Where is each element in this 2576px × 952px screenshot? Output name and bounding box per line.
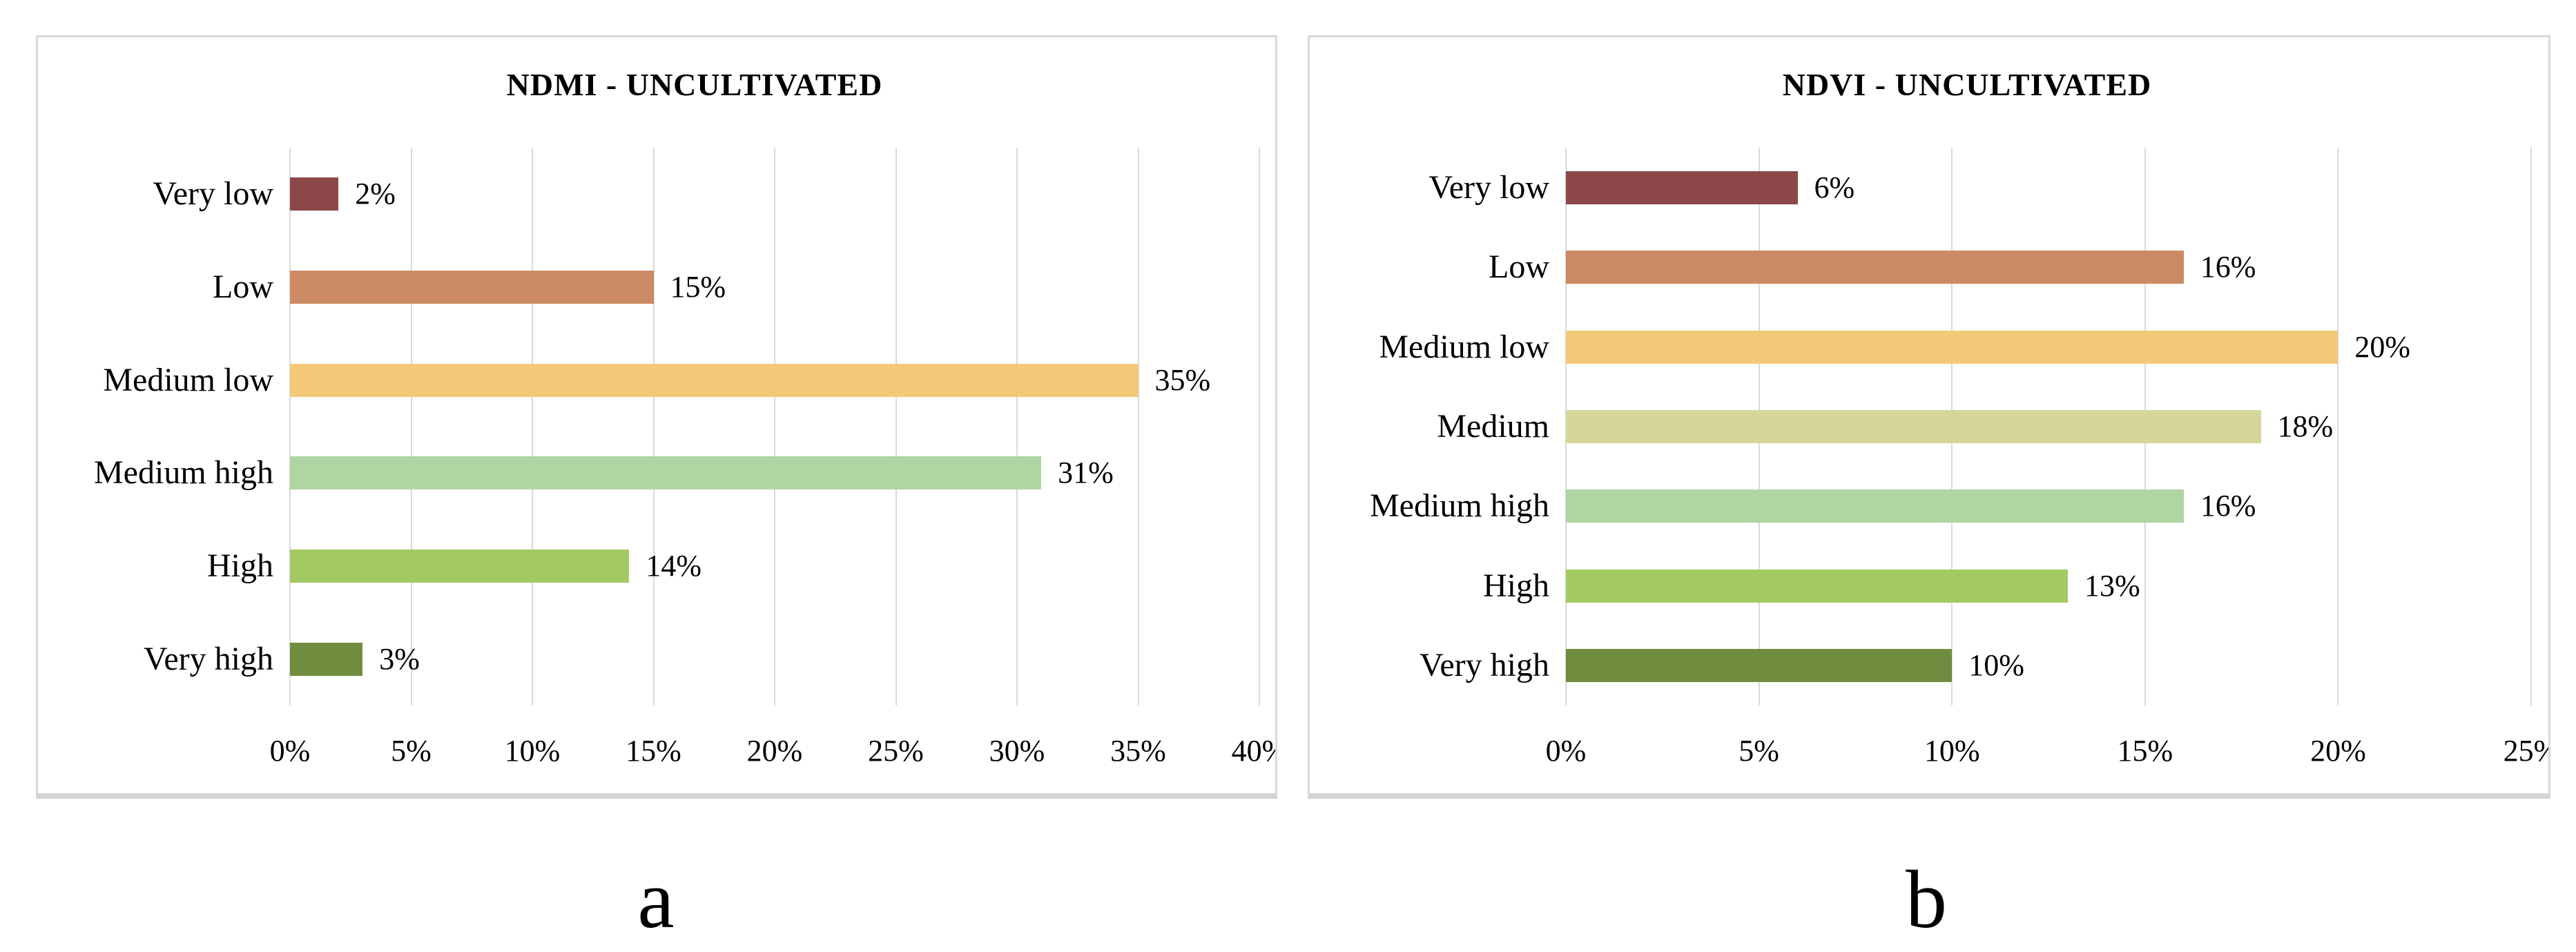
value-label-very-low: 2% <box>355 177 396 211</box>
value-label-medium-high: 31% <box>1058 456 1114 490</box>
chart-title-ndmi: NDMI - UNCULTIVATED <box>506 67 883 102</box>
value-label-medium: 18% <box>2277 409 2334 443</box>
value-label-low: 15% <box>670 270 726 304</box>
panel-letter-a: a <box>637 853 675 945</box>
x-tick-label-5%: 5% <box>391 734 432 768</box>
category-label-low: Low <box>213 269 273 305</box>
bar-medium-low <box>290 363 1139 397</box>
bar-medium-low <box>1566 330 2338 364</box>
value-label-high: 13% <box>2084 568 2140 603</box>
value-label-medium-high: 16% <box>2200 489 2256 523</box>
value-label-low: 16% <box>2200 250 2256 284</box>
x-tick-label-0%: 0% <box>1545 734 1587 768</box>
chart-panel-ndvi-uncultivated: NDVI - UNCULTIVATED 0% 5% 10% 15% 20% 25% Very… <box>1308 35 2550 799</box>
category-label-very-low: Very low <box>1429 168 1549 206</box>
value-label-very-low: 6% <box>1814 170 1855 204</box>
gridline-20% <box>2337 148 2339 706</box>
value-label-high: 14% <box>646 549 702 583</box>
x-tick-label-10%: 10% <box>504 734 561 768</box>
chart-title-ndvi: NDVI - UNCULTIVATED <box>1782 67 2152 102</box>
x-tick-label-35%: 35% <box>1110 734 1166 768</box>
bar-high <box>290 550 630 583</box>
x-tick-label-30%: 30% <box>989 734 1045 768</box>
gridline-25% <box>895 148 897 706</box>
x-tick-label-15%: 15% <box>2117 734 2173 768</box>
category-label-medium-high: Medium high <box>94 454 273 492</box>
gridline-15% <box>652 148 655 706</box>
x-tick-label-5%: 5% <box>1739 734 1779 768</box>
x-tick-label-25%: 25% <box>868 734 924 768</box>
bar-very-high <box>1566 649 1953 683</box>
value-label-medium-low: 35% <box>1154 362 1211 397</box>
value-label-very-high: 10% <box>1968 648 2024 683</box>
gridline-5% <box>410 148 412 706</box>
value-label-very-high: 3% <box>379 641 420 676</box>
x-tick-label-25%: 25% <box>2503 734 2548 768</box>
x-tick-label-20%: 20% <box>746 734 803 768</box>
category-label-medium-high: Medium high <box>1370 487 1549 525</box>
x-tick-label-20%: 20% <box>2310 734 2366 768</box>
x-tick-label-15%: 15% <box>626 734 681 768</box>
bar-very-high <box>290 642 363 676</box>
plot-area-ndmi: 0% 5% 10% 15% 20% 25% 30% 35% 40% Very low 2% Low 15… <box>94 148 1275 768</box>
category-label-high: High <box>207 547 273 584</box>
bar-low <box>1566 251 2184 284</box>
gridline-20% <box>774 148 775 706</box>
bar-high <box>1566 569 2068 603</box>
x-tick-label-40%: 40% <box>1231 734 1275 768</box>
bar-low <box>290 271 654 304</box>
category-label-medium: Medium <box>1437 408 1549 445</box>
category-label-medium-low: Medium low <box>103 361 273 398</box>
bar-medium-high <box>1566 489 2184 523</box>
category-label-low: Low <box>1489 249 1549 286</box>
gridline-0% <box>289 148 291 706</box>
category-label-very-high: Very high <box>1420 647 1549 684</box>
bar-very-low <box>290 177 339 211</box>
category-label-very-high: Very high <box>144 640 273 677</box>
bar-medium <box>1566 410 2261 443</box>
gridline-35% <box>1137 148 1139 706</box>
panel-letter-b: b <box>1906 853 1947 945</box>
chart-panel-ndmi-uncultivated: NDMI - UNCULTIVATED 0% 5% 10% 15% 20% 25% 30% 3… <box>36 35 1277 799</box>
gridline-10% <box>532 148 533 706</box>
plot-area-ndvi: 0% 5% 10% 15% 20% 25% Very low 6% Low 16% Medium l… <box>1370 148 2548 768</box>
category-label-very-low: Very low <box>153 175 273 213</box>
bar-very-low <box>1566 171 1798 204</box>
bar-medium-high <box>290 456 1042 490</box>
category-label-medium-low: Medium low <box>1379 328 1549 365</box>
value-label-medium-low: 20% <box>2354 329 2411 364</box>
gridline-30% <box>1016 148 1018 706</box>
x-tick-label-10%: 10% <box>1924 734 1980 768</box>
gridline-25% <box>2530 148 2532 706</box>
x-tick-label-0%: 0% <box>269 734 311 768</box>
category-label-high: High <box>1483 567 1549 604</box>
gridline-40% <box>1259 148 1260 706</box>
